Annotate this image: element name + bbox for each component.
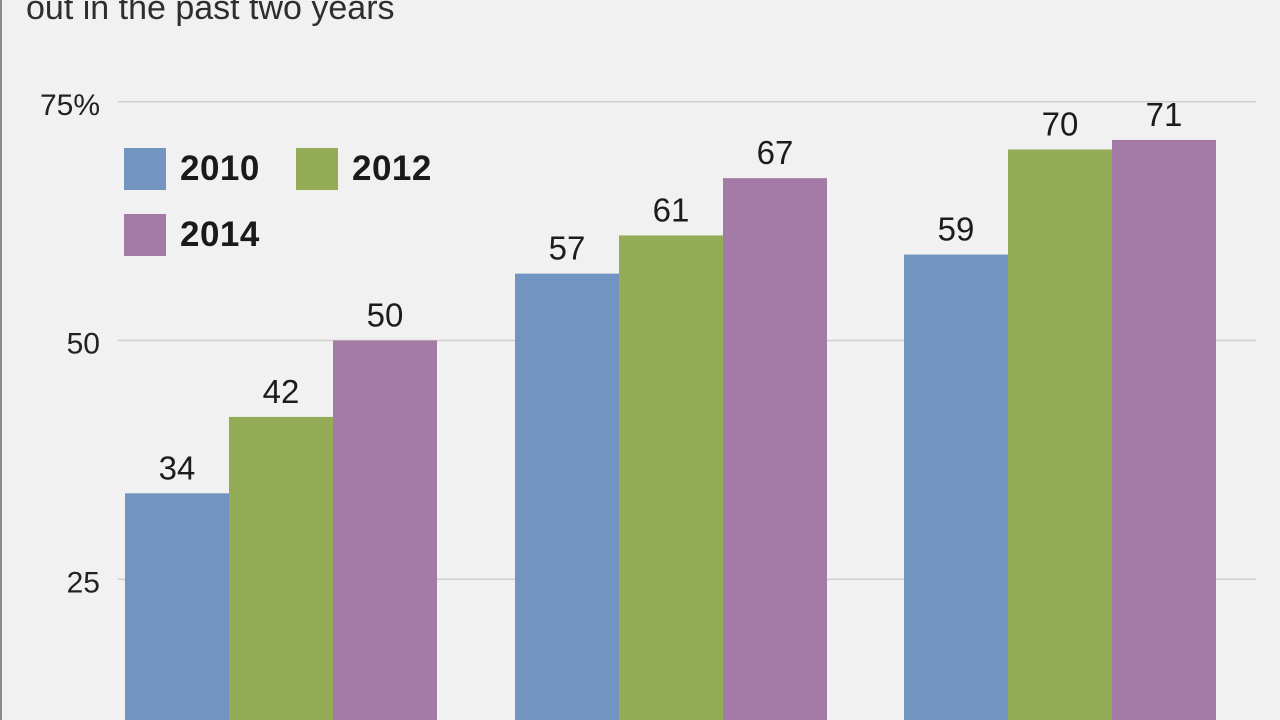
y-tick-label-50: 50 [67, 328, 100, 361]
data-label-2010-group-3: 59 [938, 211, 975, 248]
data-label-2010-group-1: 34 [159, 449, 196, 486]
data-label-2010-group-2: 57 [549, 230, 586, 267]
data-label-2012-group-3: 70 [1042, 106, 1079, 143]
data-label-2014-group-3: 71 [1146, 96, 1183, 133]
bar-2012-group-2 [619, 235, 723, 720]
data-label-2012-group-2: 61 [653, 191, 690, 228]
bar-2014-group-2 [723, 178, 827, 720]
y-tick-label-75: 75% [40, 89, 100, 122]
chart-legend: 2010 2012 2014 [124, 148, 464, 268]
legend-label-2014: 2014 [180, 215, 260, 254]
legend-item-2012: 2012 [296, 148, 432, 190]
bar-2010-group-1 [125, 493, 229, 720]
chart-subtitle: out in the past two years [26, 0, 395, 28]
bar-2014-group-1 [333, 340, 437, 720]
data-label-2014-group-2: 67 [757, 134, 794, 171]
legend-label-2012: 2012 [352, 149, 432, 188]
chart-frame-border [0, 0, 2, 720]
bar-2012-group-3 [1008, 149, 1112, 720]
legend-swatch-2010 [124, 148, 166, 190]
legend-label-2010: 2010 [180, 149, 260, 188]
subtitle-line: out in the past two years [26, 0, 395, 27]
legend-item-2010: 2010 [124, 148, 260, 190]
legend-swatch-2012 [296, 148, 338, 190]
bar-2010-group-2 [515, 273, 619, 720]
data-label-2014-group-1: 50 [367, 297, 404, 334]
bar-2012-group-1 [229, 416, 333, 720]
legend-item-2014: 2014 [124, 214, 260, 256]
data-label-2012-group-1: 42 [263, 373, 300, 410]
y-tick-label-25: 25 [67, 566, 100, 599]
bar-2014-group-3 [1112, 139, 1216, 720]
bar-2010-group-3 [904, 254, 1008, 720]
legend-swatch-2014 [124, 214, 166, 256]
